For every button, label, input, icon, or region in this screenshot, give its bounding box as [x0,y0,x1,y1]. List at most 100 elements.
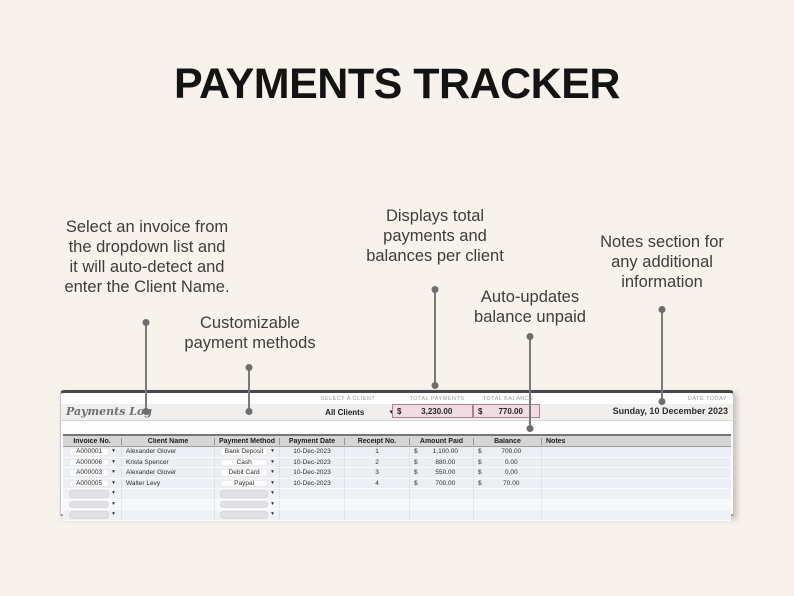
chevron-down-icon[interactable]: ▾ [271,458,274,465]
invoice-value: A000005 [69,479,110,487]
annotation-line: enter the Client Name. [64,278,230,296]
chevron-down-icon[interactable]: ▾ [112,479,115,486]
payment-method-value-empty [220,511,269,519]
notes-cell[interactable] [542,468,731,478]
chevron-down-icon[interactable]: ▾ [112,490,115,496]
invoice-dropdown[interactable]: ▾ [63,489,122,499]
invoice-dropdown[interactable]: A000006 ▾ [63,457,122,467]
date-today-value: Sunday, 10 December 2023 [612,406,728,416]
payment-method-value: Paypal [220,479,269,487]
sheet-logo: Payments Log [66,405,152,418]
chevron-down-icon[interactable]: ▾ [271,490,274,496]
connector-auto-updates [526,333,534,432]
payment-date-cell: 10-Dec-2023 [280,468,345,478]
notes-cell[interactable] [542,489,731,499]
receipt-no-cell[interactable] [345,499,410,509]
amount-value: 880.00 [435,458,456,466]
payment-date-cell[interactable] [280,499,345,509]
annotation-totals: Displays total payments and balances per… [348,206,522,266]
payment-method-dropdown[interactable]: ▾ [215,489,280,499]
receipt-no-cell: 1 [345,447,410,457]
annotation-line: the dropdown list and [68,238,226,256]
notes-cell[interactable] [542,500,731,510]
chevron-down-icon[interactable]: ▾ [112,458,115,465]
chevron-down-icon[interactable]: ▾ [271,469,274,475]
amount-paid-cell[interactable] [410,489,474,499]
payment-date-cell: 10-Dec-2023 [280,478,345,488]
currency-symbol: $ [478,448,482,456]
notes-cell[interactable] [542,447,731,457]
chevron-down-icon[interactable]: ▾ [389,408,395,416]
balance-value: 700.00 [501,448,522,456]
chevron-down-icon[interactable]: ▾ [112,511,115,517]
invoice-value: A000006 [69,458,110,466]
table-row: A000001 ▾ Alexander Glover Bank Deposit … [63,447,731,458]
payment-date-cell: 10-Dec-2023 [280,457,345,467]
balance-cell[interactable] [474,499,542,509]
connector-dot [245,408,253,415]
invoice-value: A000001 [69,448,110,456]
chevron-down-icon[interactable]: ▾ [271,479,274,486]
invoice-dropdown[interactable]: A000001 ▾ [63,447,122,457]
invoice-value: A000003 [69,469,110,477]
client-name-cell[interactable] [122,489,215,499]
invoice-dropdown[interactable]: ▾ [63,510,122,520]
receipt-no-cell[interactable] [345,510,410,520]
balance-cell[interactable] [474,510,542,520]
notes-cell[interactable] [542,458,731,468]
header-amount-paid: Amount Paid [410,437,474,445]
payment-date-cell[interactable] [280,489,345,499]
payment-method-dropdown[interactable]: ▾ [215,499,280,509]
annotation-line: information [621,273,703,291]
notes-cell[interactable] [542,479,731,489]
currency-symbol: $ [414,448,418,456]
payment-date-cell[interactable] [280,510,345,520]
annotation-line: Auto-updates [480,288,580,306]
client-dropdown[interactable]: All Clients ▾ [300,404,395,420]
sheet-header-band: Payments Log All Clients ▾ $ 3,230.00 $ … [61,404,733,421]
invoice-value-empty [69,490,110,498]
header-receipt-no: Receipt No. [345,437,410,445]
chevron-down-icon[interactable]: ▾ [112,469,115,475]
spreadsheet-panel: SELECT A CLIENT TOTAL PAYMENTS TOTAL BAL… [60,390,734,521]
amount-paid-cell: $550.00 [410,468,474,478]
client-name-cell[interactable] [122,499,215,509]
balance-cell: $700.00 [474,447,542,457]
client-name-cell: Walter Levy [122,478,215,488]
balance-cell[interactable] [474,489,542,499]
client-name-cell[interactable] [122,510,215,520]
balance-value: 70.00 [503,479,520,487]
invoice-dropdown[interactable]: A000003 ▾ [63,468,122,478]
table-header-row: Invoice No. Client Name Payment Method P… [63,434,731,447]
amount-paid-cell[interactable] [410,499,474,509]
annotation-line: Displays total [385,207,485,225]
amount-paid-cell: $700.00 [410,478,474,488]
chevron-down-icon[interactable]: ▾ [271,500,274,507]
spacer [61,421,733,434]
invoice-dropdown[interactable]: A000005 ▾ [63,478,122,488]
receipt-no-cell: 2 [345,457,410,467]
invoice-value-empty [69,500,110,508]
labels-strip: SELECT A CLIENT TOTAL PAYMENTS TOTAL BAL… [61,393,733,404]
invoice-dropdown[interactable]: ▾ [63,499,122,509]
currency-symbol: $ [478,479,482,487]
payment-method-dropdown[interactable]: Paypal ▾ [215,478,280,488]
header-payment-date: Payment Date [280,437,345,445]
chevron-down-icon[interactable]: ▾ [271,511,274,517]
payment-method-dropdown[interactable]: Bank Deposit ▾ [215,447,280,457]
payment-method-dropdown[interactable]: Debit Card ▾ [215,468,280,478]
client-name-cell: Krista Spencer [122,457,215,467]
chevron-down-icon[interactable]: ▾ [271,448,274,454]
amount-paid-cell[interactable] [410,510,474,520]
notes-cell[interactable] [542,510,731,520]
payment-method-value: Bank Deposit [220,448,269,456]
chevron-down-icon[interactable]: ▾ [112,448,115,454]
balance-cell: $70.00 [474,478,542,488]
receipt-no-cell[interactable] [345,489,410,499]
payment-method-dropdown[interactable]: ▾ [215,510,280,520]
total-payments-cell: $ 3,230.00 [392,404,473,418]
payment-method-dropdown[interactable]: Cash ▾ [215,457,280,467]
connector-select-invoice [142,319,150,415]
client-name-cell: Alexander Glover [122,468,215,478]
chevron-down-icon[interactable]: ▾ [112,500,115,507]
